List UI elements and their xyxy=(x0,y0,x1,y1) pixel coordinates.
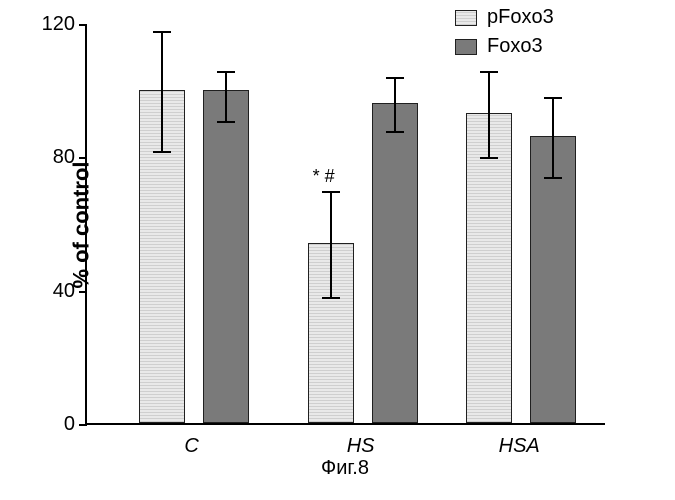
legend-swatch-foxo3 xyxy=(455,39,477,55)
legend: pFoxo3 Foxo3 xyxy=(455,6,554,64)
figure-container: % of control * # pFoxo3 Foxo3 Фиг.8 0408… xyxy=(0,0,675,500)
bar-foxo3-c xyxy=(203,90,249,423)
errorbar-line xyxy=(488,72,490,159)
errorbar-cap xyxy=(386,77,404,79)
errorbar-cap xyxy=(322,191,340,193)
bar-foxo3-hs xyxy=(372,103,418,423)
errorbar-cap xyxy=(544,177,562,179)
legend-label: pFoxo3 xyxy=(487,6,554,29)
x-tick-label: C xyxy=(184,435,198,458)
errorbar-cap xyxy=(153,31,171,33)
figure-caption: Фиг.8 xyxy=(321,457,369,480)
y-tick xyxy=(79,157,87,159)
plot-area: * # xyxy=(85,25,605,425)
errorbar-line xyxy=(330,192,332,299)
errorbar-line xyxy=(225,72,227,122)
errorbar-line xyxy=(394,78,396,131)
legend-swatch-pfoxo3 xyxy=(455,10,477,26)
annotation: * # xyxy=(313,166,335,187)
y-tick-label: 40 xyxy=(35,280,75,303)
errorbar-cap xyxy=(217,121,235,123)
errorbar-cap xyxy=(386,131,404,133)
y-tick xyxy=(79,424,87,426)
bar-pfoxo3-hsa xyxy=(466,113,512,423)
y-tick xyxy=(79,24,87,26)
y-tick-label: 0 xyxy=(35,413,75,436)
errorbar-cap xyxy=(480,71,498,73)
x-tick-label: HS xyxy=(347,435,375,458)
errorbar-line xyxy=(552,98,554,178)
errorbar-cap xyxy=(544,97,562,99)
y-tick-label: 80 xyxy=(35,146,75,169)
y-tick xyxy=(79,291,87,293)
bar-foxo3-hsa xyxy=(530,136,576,423)
errorbar-cap xyxy=(217,71,235,73)
errorbar-line xyxy=(161,32,163,152)
errorbar-cap xyxy=(153,151,171,153)
x-tick-label: HSA xyxy=(499,435,540,458)
errorbar-cap xyxy=(480,157,498,159)
legend-label: Foxo3 xyxy=(487,35,543,58)
errorbar-cap xyxy=(322,297,340,299)
y-tick-label: 120 xyxy=(35,13,75,36)
legend-item-foxo3: Foxo3 xyxy=(455,35,554,58)
legend-item-pfoxo3: pFoxo3 xyxy=(455,6,554,29)
